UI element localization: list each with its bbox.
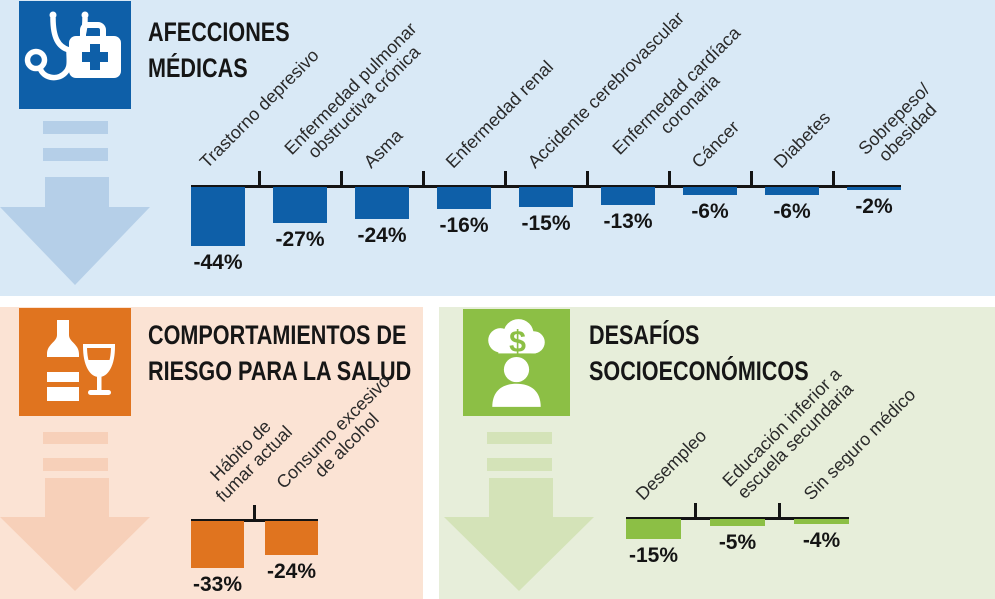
axis-tick xyxy=(253,505,256,519)
bar-value-label: -4% xyxy=(802,529,841,552)
medical-kit-stethoscope-icon xyxy=(19,1,131,109)
bar xyxy=(710,519,765,526)
arrow-stem xyxy=(489,478,553,518)
bar-value-label: -24% xyxy=(357,224,407,247)
category-label: Cáncer xyxy=(687,116,744,172)
bar-value-label: -5% xyxy=(718,531,757,554)
bar xyxy=(683,187,737,195)
bar xyxy=(191,521,244,568)
bar xyxy=(765,187,819,195)
bar-value-label: -15% xyxy=(628,544,679,567)
axis-tick xyxy=(339,171,343,185)
panel-health-risk-behaviors: COMPORTAMIENTOS DE RIESGO PARA LA SALUD … xyxy=(0,307,423,599)
arrow-tail-segment xyxy=(487,458,552,471)
bar-chart-socioeconomic: -15% Desempleo -5% Educación inferior a escu… xyxy=(439,307,995,599)
bar xyxy=(355,187,409,219)
bar-value-label: -24% xyxy=(266,560,317,583)
axis-tick xyxy=(831,171,835,185)
money-cloud-person-icon: $ xyxy=(463,309,570,416)
panel-title-medical: AFECCIONES MÉDICAS xyxy=(148,14,290,86)
arrow-head xyxy=(444,517,594,591)
panel-socioeconomic-challenges: $ DESAFÍOS SOCIOECONÓMICOS -15% Desempleo… xyxy=(439,307,995,599)
axis-tick xyxy=(585,171,589,185)
title-line: SOCIOECONÓMICOS xyxy=(589,356,809,386)
bar xyxy=(626,519,681,539)
downward-trend-arrow xyxy=(0,432,150,591)
category-label: Asma xyxy=(359,125,407,172)
alcohol-bottle-glass-icon xyxy=(19,308,131,416)
title-line: COMPORTAMIENTOS DE xyxy=(148,320,407,350)
bar-value-label: -2% xyxy=(855,195,893,218)
axis-baseline xyxy=(191,185,901,188)
bar-value-label: -44% xyxy=(193,251,243,274)
bar xyxy=(519,187,573,207)
title-line: AFECCIONES xyxy=(148,17,290,47)
axis-tick xyxy=(667,171,671,185)
axis-tick xyxy=(749,171,753,185)
bar-value-label: -27% xyxy=(275,228,325,251)
svg-text:$: $ xyxy=(509,325,526,358)
bar-value-label: -16% xyxy=(439,214,489,237)
bar xyxy=(601,187,655,205)
downward-trend-arrow xyxy=(0,121,150,285)
axis-baseline xyxy=(626,517,849,520)
bar xyxy=(847,187,901,190)
category-label: Enfermedad cardíaca coronaria xyxy=(608,22,745,159)
category-label: Hábito de fumar actual xyxy=(205,416,296,506)
bar-value-label: -13% xyxy=(603,210,653,233)
axis-baseline xyxy=(191,519,318,522)
axis-tick xyxy=(503,171,507,185)
axis-tick xyxy=(778,503,781,517)
panel-title-socioeconomic: DESAFÍOS SOCIOECONÓMICOS xyxy=(589,317,809,389)
axis-tick xyxy=(421,171,425,185)
arrow-tail-segment xyxy=(43,432,108,444)
bar-value-label: -6% xyxy=(691,200,729,223)
axis-tick xyxy=(257,171,261,185)
category-label: Diabetes xyxy=(769,107,835,172)
bar-chart-medical-conditions: -44% Trastorno depresivo -27% Enfermedad pu… xyxy=(0,0,995,296)
category-label: Enfermedad pulmonar obstructiva crónica xyxy=(280,18,425,163)
bar-value-label: -15% xyxy=(521,212,571,235)
title-line: DESAFÍOS xyxy=(589,320,700,350)
arrow-stem xyxy=(45,177,109,208)
downward-trend-arrow xyxy=(444,432,594,591)
panel-medical-conditions: AFECCIONES MÉDICAS -44% Trastorno depresi… xyxy=(0,0,995,296)
arrow-tail-segment xyxy=(487,432,552,444)
bar xyxy=(265,521,318,555)
arrow-tail-segment xyxy=(43,121,108,134)
arrow-head xyxy=(0,517,150,591)
arrow-stem xyxy=(45,478,109,518)
title-line: RIESGO PARA LA SALUD xyxy=(148,356,412,386)
panel-title-behaviors: COMPORTAMIENTOS DE RIESGO PARA LA SALUD xyxy=(148,317,411,389)
bar xyxy=(191,187,245,246)
arrow-head xyxy=(0,207,150,285)
bar-value-label: -33% xyxy=(192,573,243,596)
arrow-tail-segment xyxy=(43,458,108,471)
bar-chart-risk-behaviors: -33% Hábito de fumar actual -24% Consumo exc… xyxy=(0,307,423,599)
bar xyxy=(437,187,491,209)
axis-tick xyxy=(694,503,697,517)
category-label: Sobrepeso/obesidad xyxy=(854,79,941,166)
bar xyxy=(794,519,849,524)
title-line: MÉDICAS xyxy=(148,53,248,83)
bar-value-label: -6% xyxy=(773,200,811,223)
category-label: Desempleo xyxy=(631,425,710,504)
bar xyxy=(273,187,327,223)
category-label: Educación inferior a escuela secundaria xyxy=(717,363,857,503)
arrow-tail-segment xyxy=(43,148,108,161)
